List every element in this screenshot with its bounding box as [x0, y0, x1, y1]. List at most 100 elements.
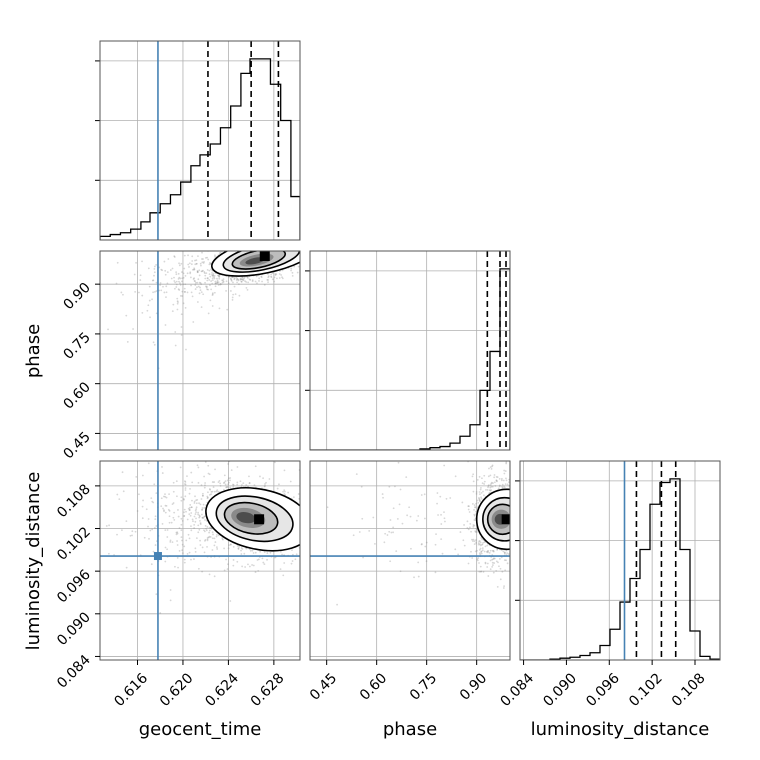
scatter-point	[165, 291, 168, 294]
scatter-point	[473, 524, 476, 527]
scatter-point	[513, 510, 515, 512]
scatter-point	[501, 485, 503, 488]
scatter-point	[372, 516, 375, 519]
scatter-point	[467, 562, 470, 565]
scatter-point	[261, 245, 263, 247]
scatter-point	[521, 569, 523, 571]
scatter-point	[478, 498, 481, 500]
scatter-point	[515, 522, 517, 524]
scatter-point	[220, 283, 223, 286]
scatter-point	[229, 249, 231, 251]
ytick-label-luminosity_distance: 0.108	[54, 481, 94, 521]
scatter-point	[229, 477, 232, 479]
scatter-point	[486, 550, 489, 553]
scatter-point	[495, 475, 498, 478]
scatter-point	[505, 477, 507, 480]
scatter-point	[184, 483, 187, 486]
scatter-point	[473, 514, 476, 517]
scatter-point	[232, 483, 235, 486]
scatter-point	[247, 281, 250, 284]
scatter-point	[165, 296, 167, 299]
scatter-point	[490, 482, 493, 485]
scatter-point	[169, 541, 172, 543]
ytick-label-phase: 0.60	[60, 379, 93, 412]
scatter-point	[312, 502, 314, 504]
density-mode-marker	[259, 251, 270, 261]
scatter-point	[160, 497, 163, 500]
scatter-point	[204, 519, 206, 521]
scatter-point	[217, 247, 219, 249]
scatter-point	[176, 544, 179, 546]
scatter-point	[120, 291, 123, 294]
scatter-point	[326, 506, 329, 509]
scatter-point	[480, 570, 483, 573]
scatter-point	[169, 589, 172, 591]
scatter-point	[498, 558, 501, 560]
scatter-point	[183, 558, 186, 561]
scatter-point	[480, 537, 483, 539]
scatter-point	[316, 530, 318, 532]
scatter-point	[512, 509, 514, 511]
scatter-point	[164, 511, 167, 514]
scatter-point	[148, 299, 151, 302]
scatter-point	[312, 534, 314, 536]
scatter-point	[264, 242, 266, 244]
scatter-point	[424, 545, 427, 548]
scatter-point	[202, 269, 204, 272]
scatter-point	[263, 238, 265, 240]
scatter-point	[223, 488, 225, 491]
scatter-point	[368, 530, 371, 532]
scatter-point	[198, 281, 201, 284]
ytick-label-luminosity_distance: 0.090	[54, 609, 94, 649]
scatter-point	[502, 550, 505, 553]
scatter-point	[219, 282, 222, 285]
scatter-point	[320, 511, 322, 513]
scatter-point	[481, 482, 484, 485]
scatter-point	[325, 536, 327, 538]
scatter-point	[214, 282, 217, 285]
scatter-point	[151, 230, 153, 232]
scatter-point	[181, 290, 184, 293]
scatter-point	[237, 548, 240, 550]
scatter-point	[116, 533, 118, 536]
scatter-point	[178, 262, 180, 265]
scatter-point	[513, 499, 515, 501]
scatter-point	[474, 506, 477, 509]
scatter-point	[181, 277, 184, 280]
scatter-point	[303, 543, 305, 545]
scatter-point	[512, 504, 514, 506]
scatter-point	[241, 278, 244, 281]
scatter-point	[334, 540, 336, 542]
scatter-point	[305, 534, 307, 536]
scatter-point	[307, 522, 309, 524]
scatter-point	[223, 569, 226, 572]
scatter-point	[162, 285, 164, 288]
ytick-label-phase: 0.90	[60, 280, 93, 313]
scatter-point	[163, 510, 165, 513]
scatter-point	[478, 549, 481, 551]
scatter-point	[187, 507, 190, 510]
scatter-point	[440, 538, 443, 541]
scatter-point	[134, 290, 137, 293]
scatter-point	[454, 475, 457, 478]
scatter-point	[206, 526, 209, 528]
scatter-point	[107, 552, 110, 555]
scatter-point	[254, 465, 257, 468]
scatter-point	[512, 537, 514, 539]
scatter-point	[511, 497, 513, 499]
scatter-point	[176, 540, 178, 542]
scatter-point	[131, 530, 134, 533]
scatter-point	[493, 476, 496, 479]
scatter-point	[194, 280, 196, 283]
scatter-point	[147, 267, 150, 270]
scatter-point	[187, 533, 190, 536]
scatter-point	[164, 495, 167, 498]
scatter-point	[246, 276, 249, 279]
scatter-point	[217, 281, 220, 284]
scatter-point	[183, 508, 186, 511]
scatter-point	[320, 247, 322, 249]
scatter-point	[203, 551, 206, 554]
scatter-point	[227, 563, 229, 566]
scatter-point	[483, 494, 485, 497]
scatter-point	[183, 290, 186, 293]
